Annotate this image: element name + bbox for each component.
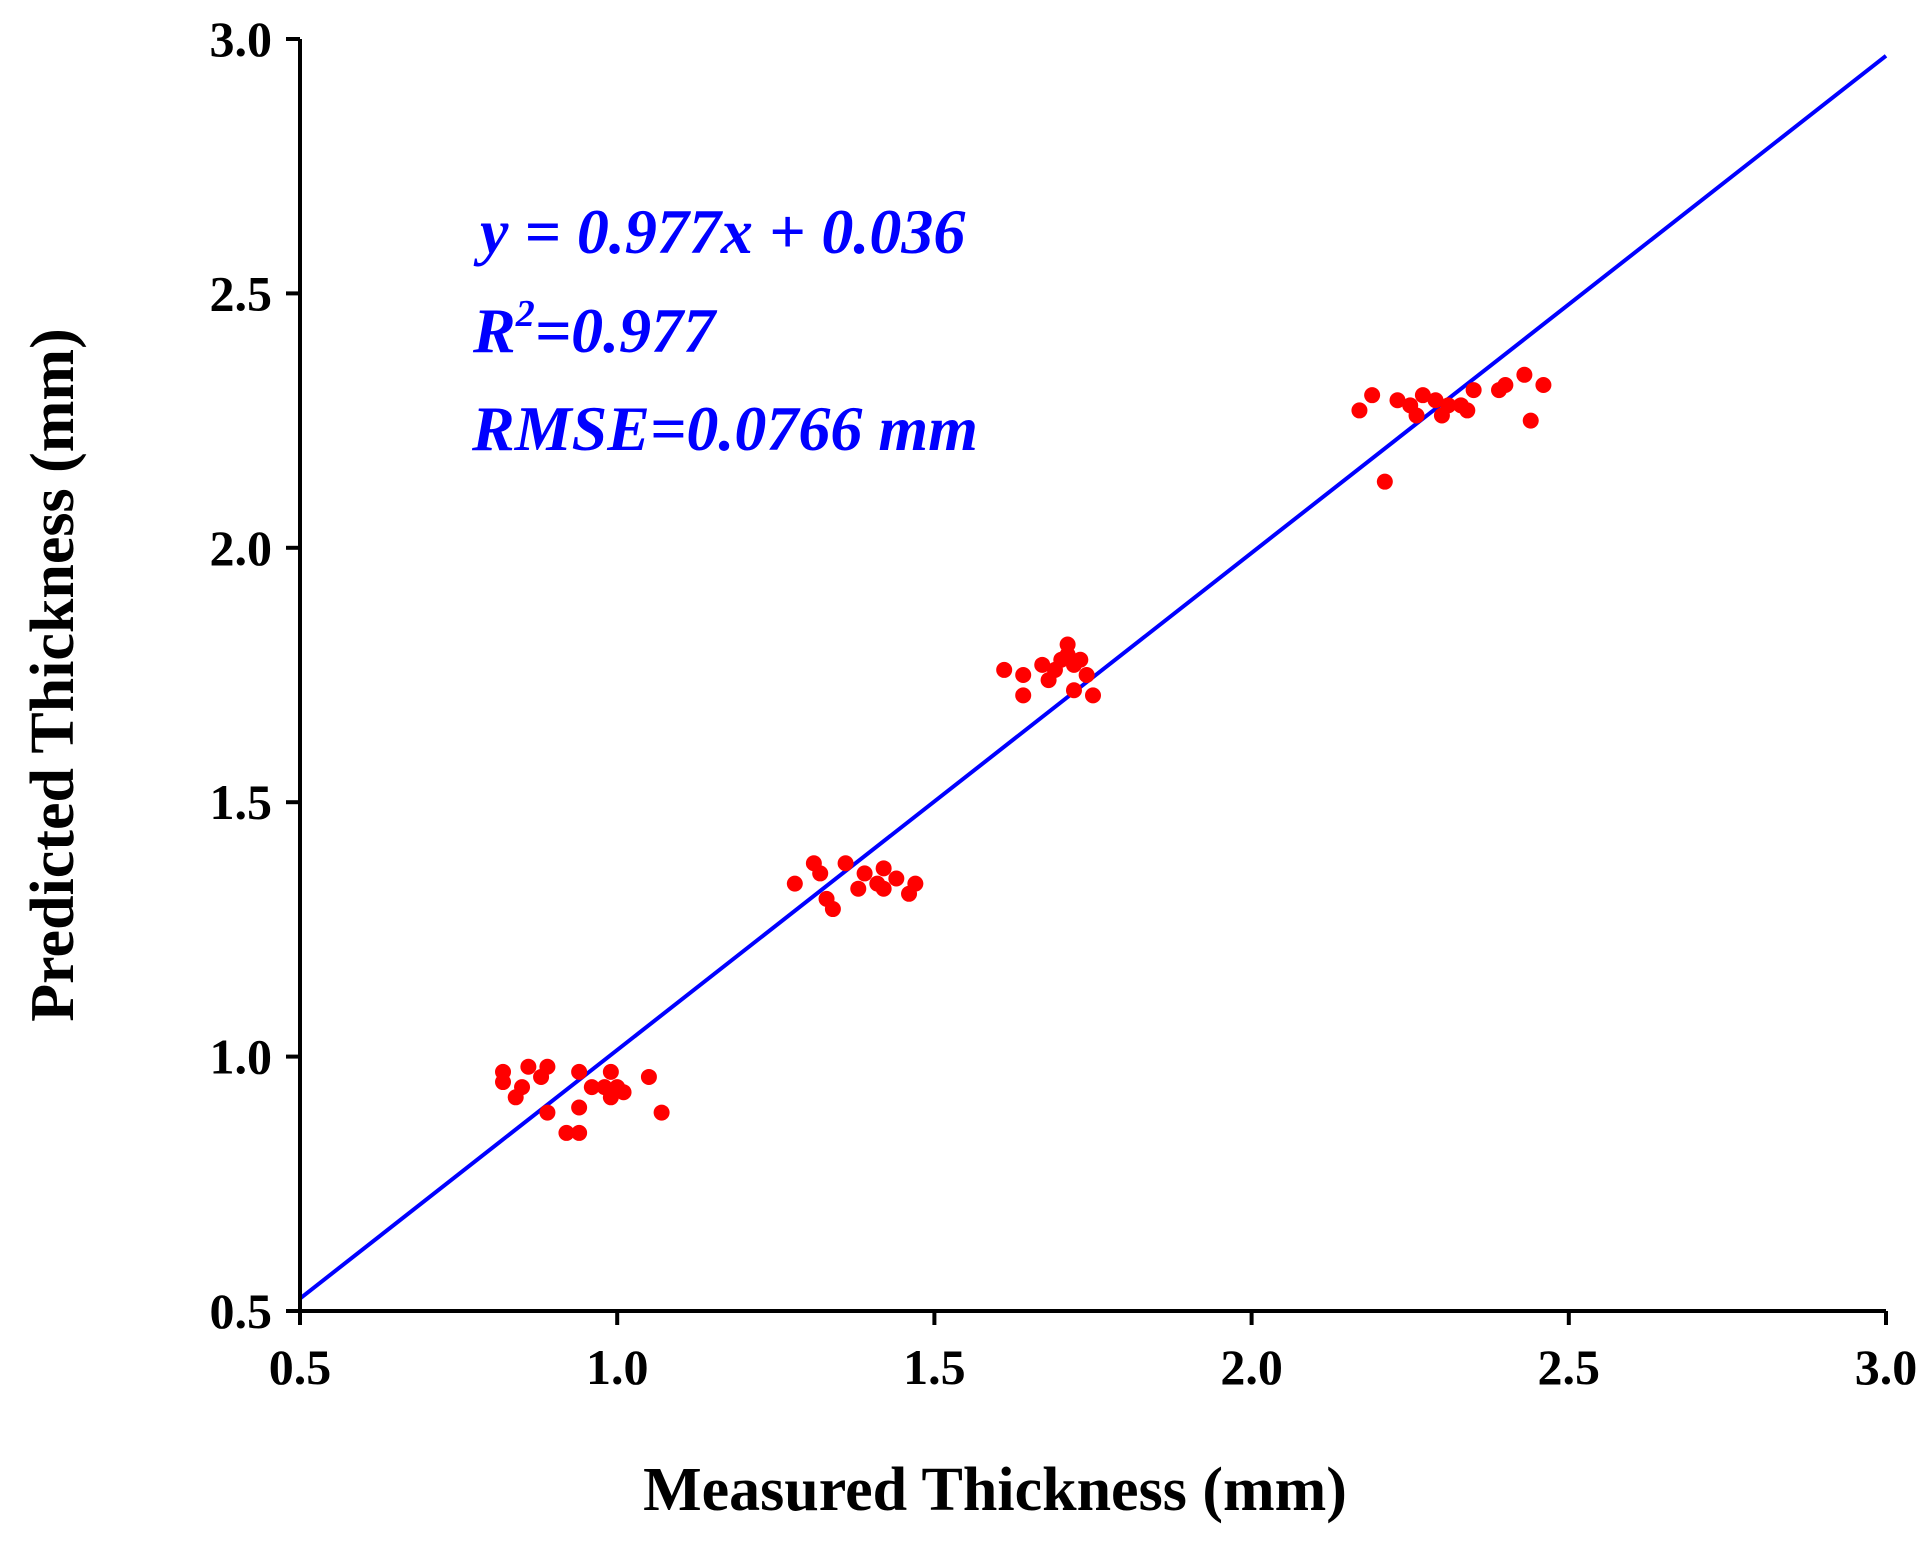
y-tick-label: 2.0: [210, 520, 273, 576]
r-squared-superscript: 2: [515, 293, 535, 335]
r-squared-prefix: R: [472, 295, 516, 366]
data-point: [1535, 376, 1552, 393]
data-point: [495, 1074, 512, 1091]
data-point: [1408, 407, 1425, 424]
data-point: [571, 1063, 588, 1080]
data-point: [996, 661, 1013, 678]
fit-annotations: y = 0.977x + 0.036 R2=0.977 RMSE=0.0766 …: [471, 196, 978, 464]
data-point: [1414, 387, 1431, 404]
data-point: [1427, 392, 1444, 409]
data-point: [571, 1124, 588, 1141]
data-point: [1015, 667, 1032, 683]
data-point: [824, 901, 841, 918]
r-squared-label: R2=0.977: [472, 293, 718, 366]
data-point: [539, 1058, 556, 1075]
data-point: [1522, 412, 1539, 429]
data-point: [1065, 682, 1082, 699]
data-point: [514, 1079, 531, 1096]
r-squared-value: =0.977: [535, 295, 718, 366]
x-axis-title: Measured Thickness (mm): [643, 1456, 1347, 1524]
data-point: [837, 855, 854, 872]
x-tick-label: 0.5: [269, 1339, 332, 1395]
data-point: [1085, 687, 1101, 704]
data-point: [875, 880, 892, 897]
data-point: [653, 1104, 670, 1121]
data-point: [602, 1063, 619, 1080]
data-point: [1516, 366, 1533, 383]
data-point: [1034, 656, 1051, 673]
data-point: [1015, 687, 1032, 704]
data-point: [615, 1084, 632, 1101]
data-point: [1072, 651, 1089, 668]
data-point: [888, 870, 905, 887]
x-tick-label: 3.0: [1855, 1339, 1918, 1395]
data-point: [875, 860, 892, 877]
y-ticks: 0.5 1.0 1.5 2.0 2.5 3.0: [210, 11, 300, 1339]
data-point: [1376, 473, 1393, 490]
data-point: [1440, 397, 1457, 414]
data-point: [1078, 667, 1095, 683]
data-point: [558, 1124, 575, 1141]
y-tick-label: 1.0: [210, 1029, 273, 1085]
data-point: [583, 1079, 600, 1096]
data-point: [1497, 376, 1514, 393]
plot-area: [298, 54, 1888, 1301]
data-point: [907, 875, 924, 892]
data-point: [640, 1068, 657, 1085]
y-axis-title: Predicted Thickness (mm): [19, 328, 87, 1021]
data-point: [520, 1058, 537, 1075]
rmse-label: RMSE=0.0766 mm: [471, 393, 978, 464]
data-point: [1389, 392, 1406, 409]
x-ticks: 0.5 1.0 1.5 2.0 2.5 3.0: [269, 1311, 1918, 1395]
x-tick-label: 1.5: [903, 1339, 966, 1395]
x-tick-label: 2.0: [1220, 1339, 1283, 1395]
regression-equation: y = 0.977x + 0.036: [473, 196, 965, 267]
data-point: [1351, 402, 1368, 419]
data-point: [1465, 382, 1482, 399]
y-tick-label: 0.5: [210, 1283, 273, 1339]
data-point: [539, 1104, 556, 1121]
data-point: [1364, 387, 1381, 404]
y-tick-label: 3.0: [210, 11, 273, 67]
data-point: [856, 865, 873, 882]
data-point: [571, 1099, 588, 1116]
x-tick-label: 1.0: [586, 1339, 649, 1395]
data-point: [850, 880, 867, 897]
data-point: [786, 875, 803, 892]
y-tick-label: 2.5: [210, 265, 273, 321]
x-tick-label: 2.5: [1538, 1339, 1601, 1395]
data-point: [1459, 402, 1476, 419]
data-point: [812, 865, 829, 882]
y-tick-label: 1.5: [210, 774, 273, 830]
